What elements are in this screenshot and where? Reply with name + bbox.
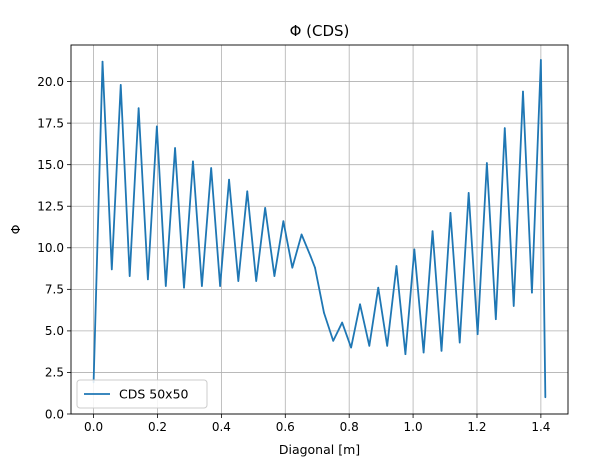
data-point xyxy=(119,84,122,86)
data-point xyxy=(377,286,380,289)
y-tick-label: 5.0 xyxy=(45,324,64,338)
data-point xyxy=(512,305,515,307)
data-point xyxy=(110,268,113,271)
x-tick-label: 0.0 xyxy=(84,420,103,434)
data-point xyxy=(246,190,249,193)
series-line-0 xyxy=(92,59,547,398)
data-point xyxy=(486,162,488,164)
data-point xyxy=(237,280,240,282)
data-point xyxy=(467,192,470,194)
data-point xyxy=(395,265,398,267)
data-point xyxy=(282,220,285,222)
x-tick-label: 1.0 xyxy=(404,420,423,434)
data-point xyxy=(368,345,371,347)
data-point xyxy=(341,321,343,324)
data-point xyxy=(449,212,452,214)
data-point xyxy=(228,178,230,181)
data-point xyxy=(273,275,276,277)
data-point xyxy=(522,90,524,93)
data-point xyxy=(192,160,194,163)
data-point xyxy=(255,280,258,282)
y-tick-label: 2.5 xyxy=(45,366,64,380)
data-point xyxy=(219,285,221,287)
axes-frame xyxy=(70,44,569,415)
x-tick-label: 0.2 xyxy=(148,420,167,434)
y-tick-label: 20.0 xyxy=(37,75,64,89)
data-point xyxy=(137,107,140,109)
data-point xyxy=(147,278,149,281)
x-axis-label: Diagonal [m] xyxy=(279,442,360,457)
x-tick-label: 0.8 xyxy=(340,420,359,434)
data-point xyxy=(128,275,131,277)
data-point xyxy=(544,396,547,399)
data-point xyxy=(458,341,461,344)
y-axis-ticks: 0.0 2.5 5.0 7.5 10.0 12.5 15.0 17.5 20.0 xyxy=(37,75,71,421)
data-point xyxy=(164,285,167,287)
y-tick-label: 7.5 xyxy=(45,283,64,297)
legend: CDS 50x50 xyxy=(76,379,208,409)
x-tick-label: 1.2 xyxy=(467,420,486,434)
x-tick-label: 0.4 xyxy=(212,420,231,434)
data-point xyxy=(156,125,158,128)
data-point xyxy=(404,353,407,355)
legend-box xyxy=(76,379,208,409)
data-point xyxy=(495,318,497,321)
data-point xyxy=(309,255,312,257)
data-point xyxy=(350,346,352,349)
data-point xyxy=(386,345,389,347)
series-layer xyxy=(92,59,547,399)
data-point xyxy=(201,285,203,287)
data-point xyxy=(174,147,176,149)
data-point xyxy=(431,230,434,232)
data-point xyxy=(332,340,335,342)
data-point xyxy=(422,351,425,354)
data-point xyxy=(540,59,542,61)
y-tick-label: 15.0 xyxy=(37,158,64,172)
data-point xyxy=(314,266,316,269)
data-point xyxy=(183,286,185,289)
data-point xyxy=(291,266,294,269)
x-tick-label: 0.6 xyxy=(276,420,295,434)
data-point xyxy=(413,248,416,251)
chart-title: Φ (CDS) xyxy=(290,22,350,40)
y-tick-label: 12.5 xyxy=(37,200,64,214)
data-point xyxy=(101,60,104,63)
data-point xyxy=(323,311,325,314)
data-point xyxy=(264,207,266,209)
data-point xyxy=(300,233,303,236)
data-point xyxy=(503,127,506,129)
data-point xyxy=(476,333,479,336)
legend-label: CDS 50x50 xyxy=(119,387,189,402)
y-tick-label: 10.0 xyxy=(37,241,64,255)
y-axis-label: Φ xyxy=(8,224,23,234)
data-point xyxy=(210,167,212,169)
x-axis-ticks: 0.0 0.2 0.4 0.6 0.8 1.0 1.2 1.4 xyxy=(84,414,550,434)
data-point xyxy=(531,291,533,294)
data-point xyxy=(359,303,361,306)
y-tick-label: 0.0 xyxy=(45,407,64,421)
y-tick-label: 17.5 xyxy=(37,116,64,130)
x-tick-label: 1.4 xyxy=(531,420,550,434)
data-point xyxy=(440,350,443,352)
